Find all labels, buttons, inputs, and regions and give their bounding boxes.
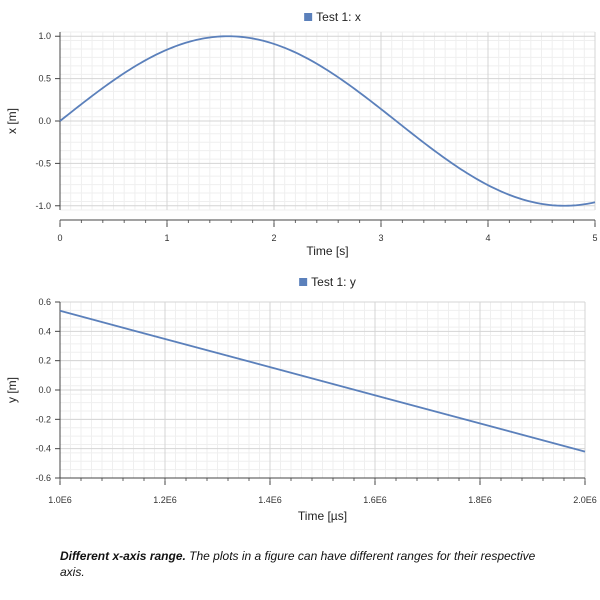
x-tick-label: 5 bbox=[592, 233, 597, 243]
y-tick-label: 0.0 bbox=[38, 116, 51, 126]
legend-swatch bbox=[299, 278, 308, 286]
x-tick-label: 1.6E6 bbox=[363, 495, 387, 505]
x-tick-label: 0 bbox=[57, 233, 62, 243]
caption-bold: Different x-axis range. bbox=[60, 549, 186, 563]
y-tick-label: -1.0 bbox=[35, 201, 51, 211]
y-tick-label: -0.4 bbox=[35, 444, 51, 454]
x-tick-label: 1 bbox=[164, 233, 169, 243]
y-tick-label: 0.6 bbox=[38, 297, 51, 307]
chart-2: Test 1: y 0.6 0.4 0.2 0.0 -0.2 -0.4 -0.6 1.0E6 1.… bbox=[5, 275, 597, 523]
y-axis-title: y [m] bbox=[5, 377, 19, 403]
y-tick-label: -0.6 bbox=[35, 473, 51, 483]
x-tick-label: 3 bbox=[378, 233, 383, 243]
y-axis-title: x [m] bbox=[5, 108, 19, 134]
caption-text: The plots in a figure can have different… bbox=[60, 549, 536, 579]
series-line bbox=[59, 35, 596, 207]
x-tick-label: 1.8E6 bbox=[468, 495, 492, 505]
legend-swatch bbox=[304, 13, 313, 21]
x-tick-label: 2.0E6 bbox=[573, 495, 597, 505]
x-tick-label: 1.0E6 bbox=[48, 495, 72, 505]
y-tick-label: 0.0 bbox=[38, 385, 51, 395]
legend-label: Test 1: y bbox=[311, 275, 356, 289]
x-axis-title: Time [µs] bbox=[298, 509, 347, 523]
y-tick-label: 0.4 bbox=[38, 326, 51, 336]
legend-label: Test 1: x bbox=[316, 10, 361, 24]
chart-1: Test 1: x 1.0 0.5 0.0 -0.5 -1.0 0 1 2 3 4 5 Time [s]… bbox=[5, 10, 598, 258]
series-line bbox=[59, 309, 586, 453]
y-tick-label: 1.0 bbox=[38, 31, 51, 41]
y-tick-label: -0.5 bbox=[35, 158, 51, 168]
x-tick-label: 2 bbox=[271, 233, 276, 243]
y-tick-label: 0.5 bbox=[38, 74, 51, 84]
y-tick-label: -0.2 bbox=[35, 414, 51, 424]
chart-svg: Test 1: x 1.0 0.5 0.0 -0.5 -1.0 0 1 2 3 4 5 Time [s]… bbox=[5, 10, 598, 523]
x-tick-label: 4 bbox=[485, 233, 490, 243]
x-tick-label: 1.2E6 bbox=[153, 495, 177, 505]
x-axis-title: Time [s] bbox=[306, 244, 348, 258]
y-tick-label: 0.2 bbox=[38, 356, 51, 366]
x-tick-label: 1.4E6 bbox=[258, 495, 282, 505]
figure-caption: Different x-axis range. The plots in a f… bbox=[60, 548, 560, 580]
